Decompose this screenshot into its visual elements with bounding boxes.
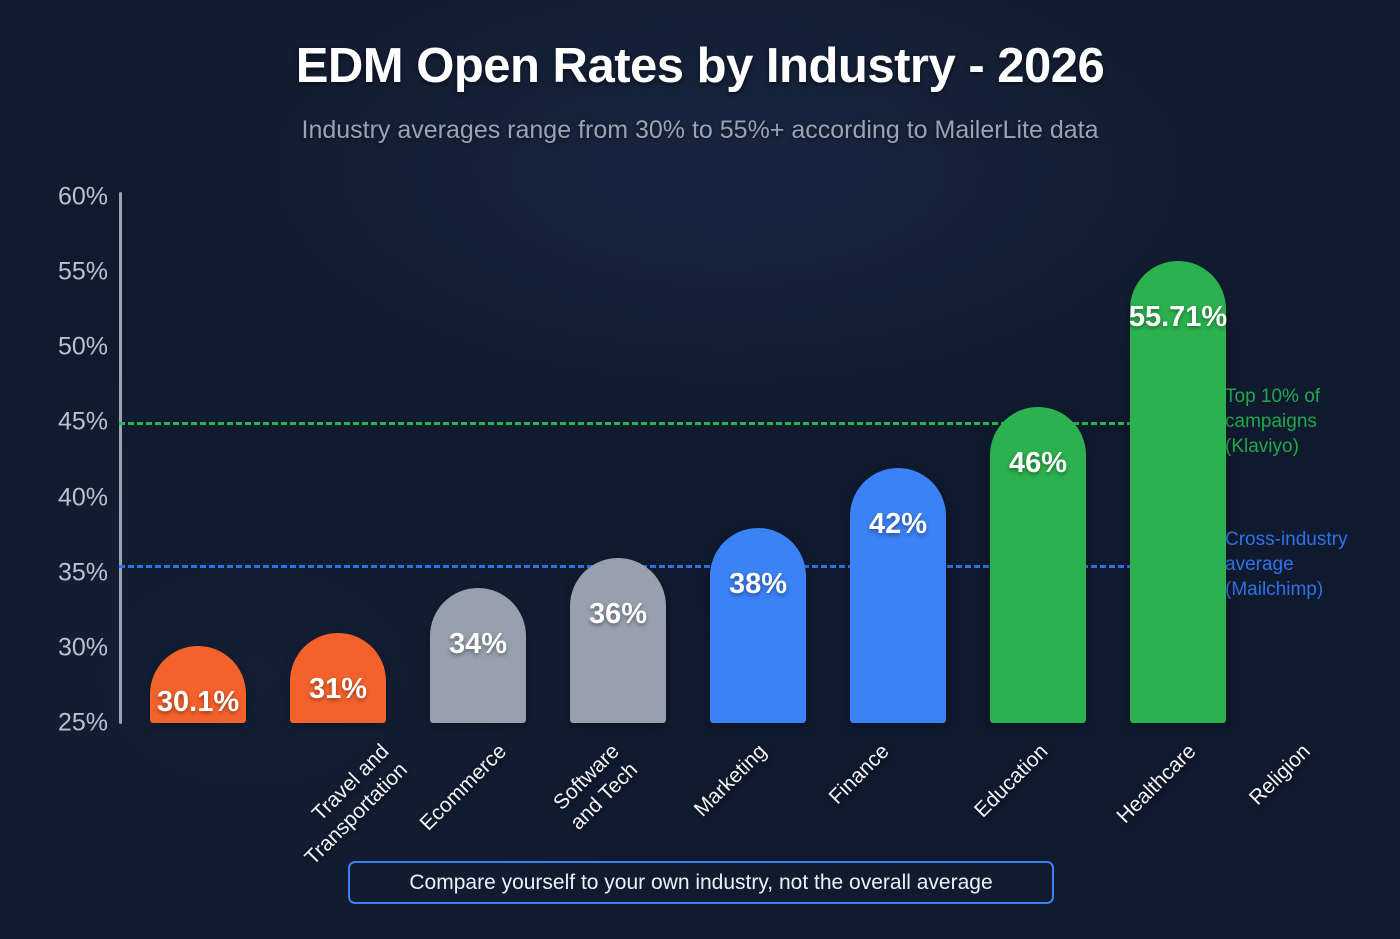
y-axis-tick-label: 40%	[57, 483, 108, 512]
bar-value-label: 36%	[588, 597, 648, 630]
x-axis-category-label: Healthcare	[1112, 739, 1201, 828]
bar[interactable]	[150, 646, 246, 723]
reference-label-top-10-percent: Top 10% of campaigns (Klaviyo)	[1225, 386, 1321, 458]
bar-value-label: 46%	[1008, 447, 1068, 480]
y-axis-tick-label: 25%	[57, 708, 108, 737]
reference-label-cross-industry-average: Cross-industry average (Mailchimp)	[1225, 529, 1348, 601]
bar[interactable]	[290, 632, 386, 723]
y-axis-tick-label: 60%	[57, 182, 108, 211]
bar-value-label: 31%	[308, 672, 368, 705]
bar[interactable]	[430, 587, 526, 723]
bar-value-label: 30.1%	[156, 686, 240, 719]
bar[interactable]	[850, 467, 946, 723]
y-axis-tick-label: 45%	[57, 407, 108, 436]
bar-value-label: 55.71%	[1128, 301, 1228, 334]
bar[interactable]	[570, 557, 666, 723]
x-axis-category-label: Software and Tech	[548, 739, 643, 835]
bar[interactable]	[990, 407, 1086, 723]
x-axis-category-label: Education	[970, 739, 1053, 823]
x-axis-category-label: Finance	[824, 739, 894, 809]
y-axis-line	[119, 192, 122, 724]
chart-subtitle: Industry averages range from 30% to 55%+…	[301, 116, 1099, 144]
reference-line-top-10-percent	[119, 422, 1205, 426]
y-axis-tick-label: 55%	[57, 257, 108, 286]
reference-line-cross-industry-average	[119, 565, 1205, 569]
x-axis-category-label: Religion	[1244, 739, 1315, 810]
x-axis-category-label: Travel and Transportation	[300, 739, 412, 870]
chart-title: EDM Open Rates by Industry - 2026	[295, 39, 1105, 93]
x-axis-category-label: Ecommerce	[415, 739, 512, 836]
bar-value-label: 38%	[728, 567, 788, 600]
chart-caption: Compare yourself to your own industry, n…	[348, 861, 1054, 904]
y-axis-tick-label: 35%	[57, 558, 108, 587]
y-axis-tick-label: 50%	[57, 332, 108, 361]
bar[interactable]	[1130, 261, 1226, 723]
bar-value-label: 42%	[868, 507, 928, 540]
bar[interactable]	[710, 527, 806, 723]
y-axis-tick-label: 30%	[57, 633, 108, 662]
x-axis-category-label: Marketing	[689, 739, 772, 822]
bar-value-label: 34%	[448, 627, 508, 660]
